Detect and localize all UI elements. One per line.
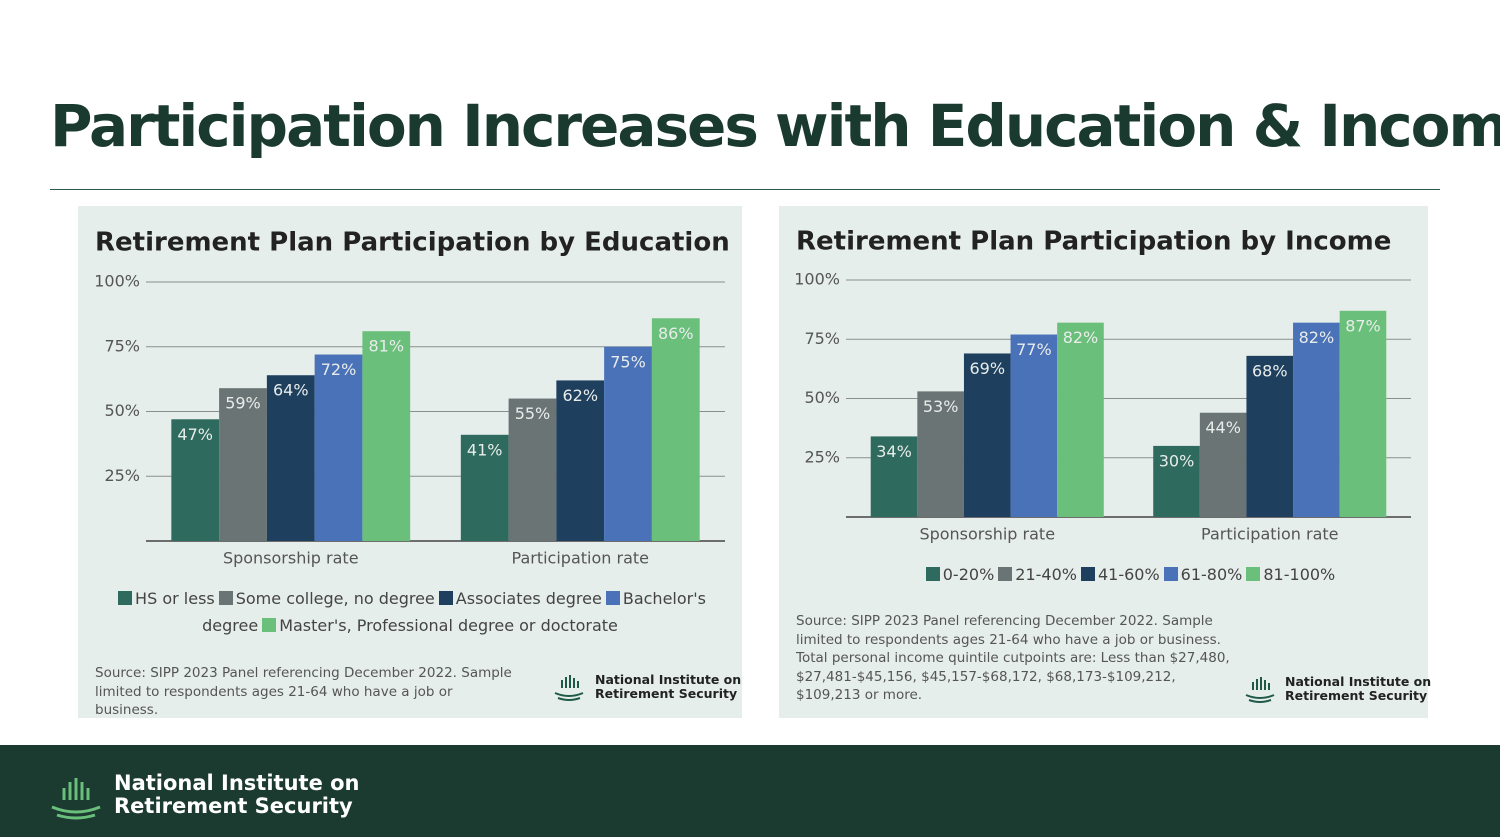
bar — [1339, 310, 1387, 517]
data-label: 55% — [515, 404, 551, 423]
bar — [1057, 322, 1104, 517]
brand-line: National Institute on — [114, 771, 360, 795]
data-label: 34% — [876, 442, 912, 461]
legend: HS or less Some college, no degree Associa… — [100, 585, 720, 639]
data-label: 41% — [467, 440, 503, 459]
slide-title: Participation Increases with Education &… — [50, 92, 1500, 160]
legend-swatch — [218, 591, 233, 605]
bar — [1010, 334, 1058, 517]
data-label: 82% — [1299, 328, 1335, 347]
bar — [556, 380, 605, 541]
data-label: 53% — [923, 397, 959, 416]
legend-swatch — [1246, 567, 1261, 581]
legend-swatch — [262, 618, 277, 632]
legend-swatch — [1163, 567, 1178, 581]
brand: National Institute on Retirement Security — [1285, 675, 1431, 703]
bar — [266, 375, 315, 541]
legend-label: Associates degree — [455, 589, 602, 608]
data-label: 44% — [1205, 418, 1241, 437]
data-label: 47% — [177, 425, 213, 444]
bar — [1199, 412, 1247, 517]
bar — [870, 436, 918, 517]
brand-line: National Institute on — [1285, 674, 1432, 689]
legend-label: Master's, Professional degree or doctora… — [279, 616, 618, 635]
data-label: 68% — [1252, 361, 1288, 380]
logo-icon — [51, 778, 101, 820]
legend-swatch — [605, 591, 620, 605]
bar — [1153, 445, 1200, 517]
bar — [314, 354, 363, 541]
y-tick-label: 100% — [94, 272, 140, 291]
legend-swatch — [438, 591, 453, 605]
bar — [1246, 355, 1294, 517]
bar — [1293, 322, 1340, 517]
legend-label: 21-40% — [1015, 565, 1077, 584]
x-tick-label: Sponsorship rate — [223, 549, 359, 568]
legend-swatch — [118, 591, 133, 605]
brand: National Institute on Retirement Security — [595, 673, 741, 701]
legend-swatch — [1080, 567, 1095, 581]
logo-icon — [554, 675, 1275, 703]
data-label: 69% — [969, 359, 1005, 378]
bar — [362, 331, 411, 541]
legend-label: HS or less — [135, 589, 215, 608]
data-label: 86% — [658, 324, 694, 343]
legend-label: Bachelor's degree — [202, 589, 706, 635]
legend-label: 0-20% — [942, 565, 995, 584]
data-label: 75% — [610, 352, 646, 371]
y-tick-label: 25% — [804, 447, 840, 466]
legend-label: 41-60% — [1097, 565, 1160, 584]
x-tick-label: Participation rate — [1201, 525, 1338, 544]
brand-line: Retirement Security — [114, 794, 353, 818]
data-label: 72% — [321, 360, 357, 379]
bar — [651, 318, 700, 541]
x-tick-label: Sponsorship rate — [919, 525, 1055, 544]
footer — [0, 745, 1500, 837]
legend: 0-20% 21-40% 41-60% 61-80% 81-100% — [846, 561, 1411, 588]
bar — [917, 391, 964, 517]
brand-line: Retirement Security — [1285, 688, 1428, 703]
y-tick-label: 25% — [104, 466, 140, 485]
y-tick-label: 100% — [794, 270, 840, 289]
source-note: Source: SIPP 2023 Panel referencing Dece… — [796, 613, 1230, 703]
legend-label: 81-100% — [1263, 565, 1336, 584]
brand-line: Retirement Security — [595, 686, 738, 701]
legend-swatch — [998, 567, 1013, 581]
source-note: Source: SIPP 2023 Panel referencing Dece… — [95, 665, 512, 718]
y-tick-label: 75% — [104, 336, 140, 355]
data-label: 82% — [1063, 328, 1099, 347]
chart-title: Retirement Plan Participation by Income — [796, 227, 1391, 257]
legend-swatch — [925, 567, 940, 581]
y-tick-label: 75% — [804, 329, 840, 348]
x-tick-label: Participation rate — [512, 549, 649, 568]
data-label: 81% — [369, 337, 405, 356]
data-label: 77% — [1016, 340, 1052, 359]
bar — [460, 434, 509, 541]
bar — [219, 388, 267, 541]
bar — [604, 346, 652, 541]
data-label: 62% — [562, 386, 598, 405]
y-tick-label: 50% — [104, 401, 140, 420]
brand: National Institute on Retirement Security — [114, 772, 360, 818]
y-tick-label: 50% — [804, 388, 840, 407]
legend-label: Some college, no degree — [235, 589, 435, 608]
bar — [963, 353, 1011, 517]
data-label: 30% — [1159, 451, 1195, 470]
data-label: 64% — [273, 381, 309, 400]
brand-line: National Institute on — [595, 672, 742, 687]
bar — [508, 398, 557, 541]
data-label: 59% — [225, 394, 261, 413]
title-rule — [50, 189, 1440, 190]
data-label: 87% — [1345, 316, 1381, 335]
bar — [171, 419, 220, 541]
chart-title: Retirement Plan Participation by Educati… — [95, 228, 730, 258]
legend-label: 61-80% — [1180, 565, 1243, 584]
